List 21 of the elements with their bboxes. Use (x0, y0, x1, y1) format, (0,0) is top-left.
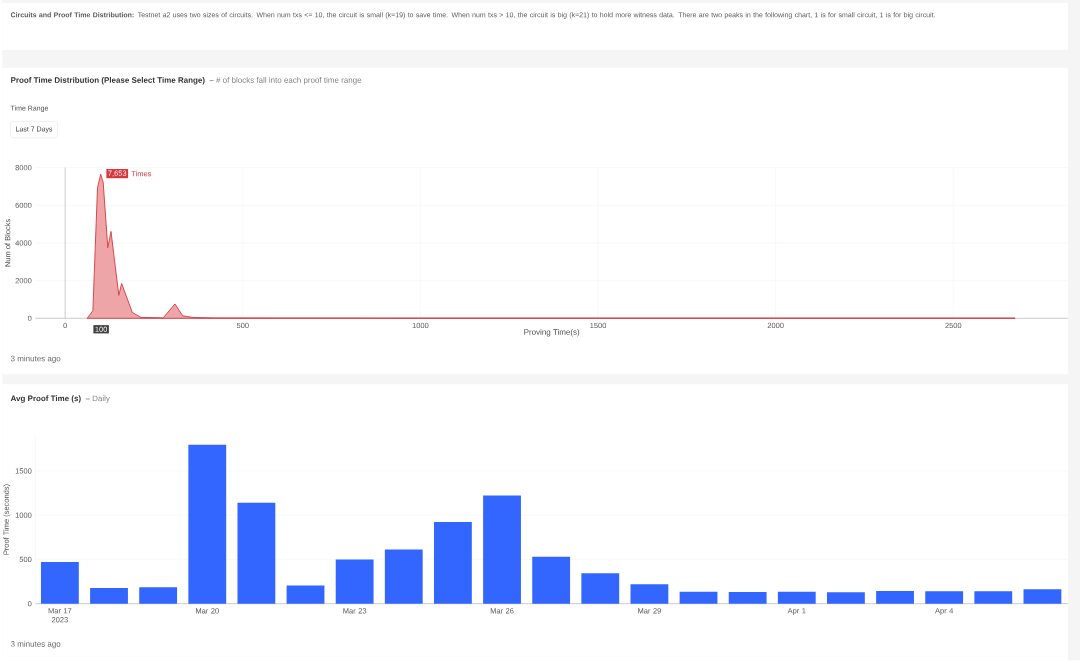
bar (433, 522, 472, 604)
bar (974, 591, 1013, 604)
bar (40, 562, 79, 604)
bar (532, 556, 571, 604)
bar (630, 584, 669, 604)
bar (827, 592, 865, 604)
bar (335, 559, 374, 604)
bar (90, 588, 128, 604)
bar (237, 503, 276, 604)
bar (777, 591, 816, 604)
bar (139, 587, 178, 604)
bar (1023, 589, 1062, 604)
bar (384, 549, 423, 604)
bar (679, 591, 718, 604)
bar (483, 495, 521, 604)
bar (188, 444, 227, 604)
bar (581, 573, 620, 604)
bar (876, 591, 914, 604)
bar (728, 592, 767, 604)
bar (925, 591, 964, 604)
bar (286, 585, 325, 604)
